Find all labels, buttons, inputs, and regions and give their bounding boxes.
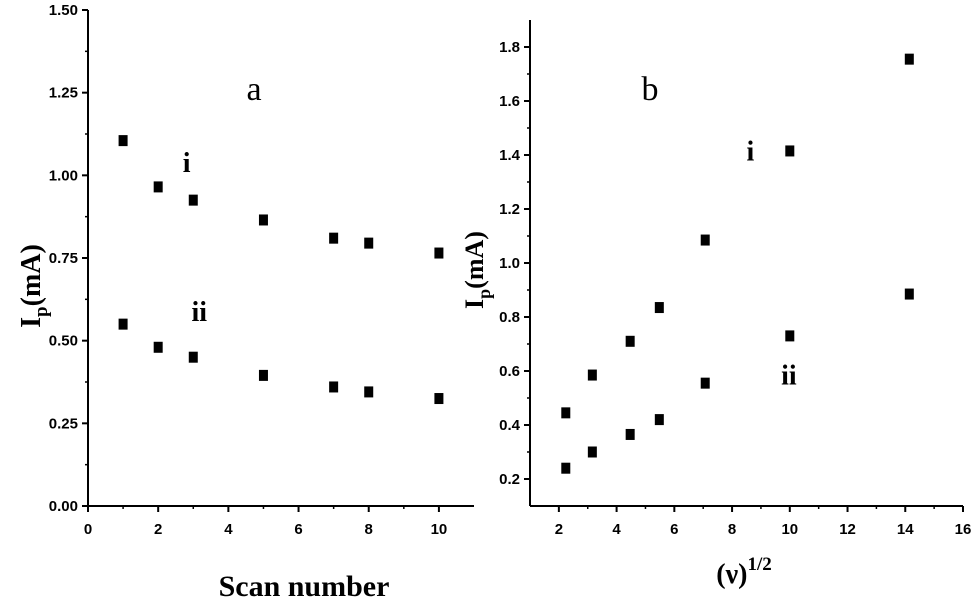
- panel-b-y-tick-label: 0.8: [499, 309, 520, 326]
- panel-b-series-ii-point: [785, 330, 795, 342]
- panel-b-x-tick-label: 4: [612, 521, 621, 538]
- panel-b-series-ii-point: [904, 288, 914, 300]
- panel-a-x-tick-label: 4: [224, 521, 233, 538]
- panel-b-series-ii-label: ii: [781, 361, 797, 392]
- panel-b-series-i-point: [904, 53, 914, 65]
- panel-b-x-tick-label: 8: [728, 521, 736, 538]
- panel-a-x-axis-title: Scan number: [219, 570, 390, 603]
- panel-b-series-ii-point: [654, 414, 664, 426]
- panel-b-x-tick-label: 10: [781, 521, 798, 538]
- panel-a-series-ii-point: [118, 318, 128, 330]
- panel-a-series-i-point: [118, 135, 128, 147]
- panel-b: 2 4 6 8 10 12 14 16 0.2 0.4 0.6 0.8 1.0 1.2 1.4 1.6 1.8 i…: [460, 20, 971, 590]
- plot-b: 2 4 6 8 10 12 14 16 0.2 0.4 0.6 0.8 1.0 1.2 1.4 1.6 1.8 i…: [499, 20, 971, 538]
- panel-a-series-i-point: [364, 237, 374, 249]
- panel-a-y-tick-label: 1.00: [49, 167, 78, 184]
- panel-b-y-tick-label: 1.0: [499, 255, 520, 272]
- panel-a-x-tick-label: 6: [294, 521, 302, 538]
- panel-b-y-tick-label: 0.2: [499, 471, 520, 488]
- panel-a-series-ii-point: [153, 341, 163, 353]
- panel-a-series-ii-point: [364, 386, 374, 398]
- panel-a-series-i-point: [258, 214, 268, 226]
- panel-a-series-i-point: [188, 194, 198, 206]
- panel-b-series-i-point: [700, 234, 710, 246]
- panel-a-series-ii-label: ii: [192, 297, 208, 328]
- panel-a-x-tick-label: 10: [431, 521, 448, 538]
- panel-b-x-tick-label: 2: [555, 521, 563, 538]
- panel-a-y-axis-title: Ip(mA): [16, 244, 52, 328]
- panel-a-y-axis-title-rest: (mA): [16, 244, 47, 306]
- panel-b-y-tick-label: 1.6: [499, 93, 520, 110]
- panel-a-series-i-point: [434, 247, 444, 259]
- panel-a-series-ii-point: [434, 393, 444, 405]
- panel-a-y-tick-label: 0.75: [49, 250, 78, 267]
- panel-b-y-tick-label: 0.4: [499, 417, 521, 434]
- panel-b-x-axis-title-main: (ν): [716, 559, 747, 590]
- panel-b-series-ii-point: [625, 428, 635, 440]
- panel-a-y-axis-title-sub: p: [31, 306, 52, 317]
- panel-b-y-axis-title: Ip(mA): [460, 231, 494, 309]
- panel-b-y-axis-title-main: I: [460, 299, 489, 309]
- panel-a-y-axis-title-main: I: [16, 317, 47, 328]
- panel-a-y-tick-label: 1.50: [49, 2, 78, 19]
- panel-b-y-tick-label: 1.4: [499, 147, 521, 164]
- panel-b-y-tick-label: 1.2: [499, 201, 520, 218]
- panel-b-y-axis-title-sub: p: [474, 289, 494, 299]
- panel-b-letter: b: [642, 71, 659, 108]
- panel-a-x-tick-label: 0: [84, 521, 92, 538]
- panel-b-series-ii-point: [587, 446, 597, 458]
- panel-b-x-tick-label: 6: [670, 521, 678, 538]
- panel-a-y-tick-label: 1.25: [49, 85, 78, 102]
- panel-b-y-tick-label: 0.6: [499, 363, 520, 380]
- panel-a-y-tick-label: 0.00: [49, 498, 78, 515]
- panel-b-series-i-point: [654, 302, 664, 314]
- panel-b-y-tick-label: 1.8: [499, 39, 520, 56]
- panel-b-x-axis-title: (ν)1/2: [716, 554, 771, 590]
- panel-a-y-tick-label: 0.50: [49, 333, 78, 350]
- panel-b-series-i-point: [785, 145, 795, 157]
- panel-a-y-tick-label: 0.25: [49, 415, 78, 432]
- panel-a-series-i-label: i: [183, 148, 191, 179]
- panel-b-series-ii-point: [561, 462, 571, 474]
- panel-b-series-i-label: i: [747, 136, 755, 167]
- panel-a-series-i-point: [153, 181, 163, 193]
- panel-b-series-i-point: [561, 407, 571, 419]
- panel-b-series-i-point: [625, 335, 635, 347]
- panel-b-x-tick-label: 12: [839, 521, 856, 538]
- panel-a-x-tick-label: 2: [154, 521, 162, 538]
- panel-b-series-i-point: [587, 369, 597, 381]
- panel-b-series-ii-point: [700, 377, 710, 389]
- panel-b-x-tick-label: 14: [897, 521, 914, 538]
- panel-a-series-i-point: [329, 232, 339, 244]
- panel-a-series-ii-point: [329, 381, 339, 393]
- panel-b-x-tick-label: 16: [955, 521, 972, 538]
- panel-a-series-ii-point: [188, 351, 198, 363]
- panel-a-x-tick-label: 8: [365, 521, 373, 538]
- panel-b-x-axis-title-sup: 1/2: [747, 554, 771, 575]
- panel-a-series-ii-point: [258, 369, 268, 381]
- panel-b-y-axis-title-rest: (mA): [460, 231, 489, 289]
- panel-a-letter: a: [246, 71, 261, 108]
